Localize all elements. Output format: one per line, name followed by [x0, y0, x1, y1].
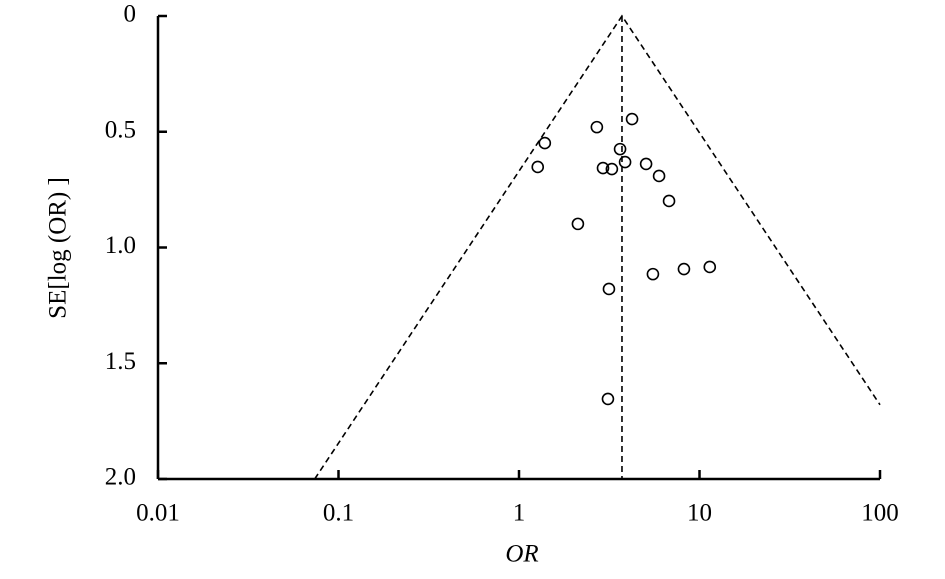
y-tick-label: 1.0 [105, 232, 136, 259]
y-tick-label: 2.0 [105, 464, 136, 491]
study-point [625, 112, 639, 126]
study-point [613, 142, 627, 156]
study-point [677, 262, 691, 276]
y-tick-label: 0.5 [105, 116, 136, 143]
study-point [652, 169, 666, 183]
study-point [531, 160, 545, 174]
study-point [590, 120, 604, 134]
study-point [662, 194, 676, 208]
study-point [602, 282, 616, 296]
funnel-limits [314, 14, 881, 480]
study-point [703, 260, 717, 274]
study-point [605, 162, 619, 176]
study-point [639, 157, 653, 171]
study-point [646, 267, 660, 281]
study-point [601, 392, 615, 406]
study-point [596, 161, 610, 175]
y-tick-label: 1.5 [105, 348, 136, 375]
x-tick-label: 0.01 [136, 500, 180, 527]
x-axis-label: OR [505, 541, 538, 568]
study-point [571, 217, 585, 231]
x-tick-label: 100 [861, 500, 899, 527]
x-tick-label: 1 [513, 500, 526, 527]
y-tick-label: 0 [124, 1, 137, 28]
y-axis-label: SE[log (OR) ] [45, 177, 72, 319]
x-tick-label: 0.1 [323, 500, 354, 527]
x-tick-label: 10 [687, 500, 712, 527]
study-point [618, 155, 632, 169]
study-point [538, 136, 552, 150]
